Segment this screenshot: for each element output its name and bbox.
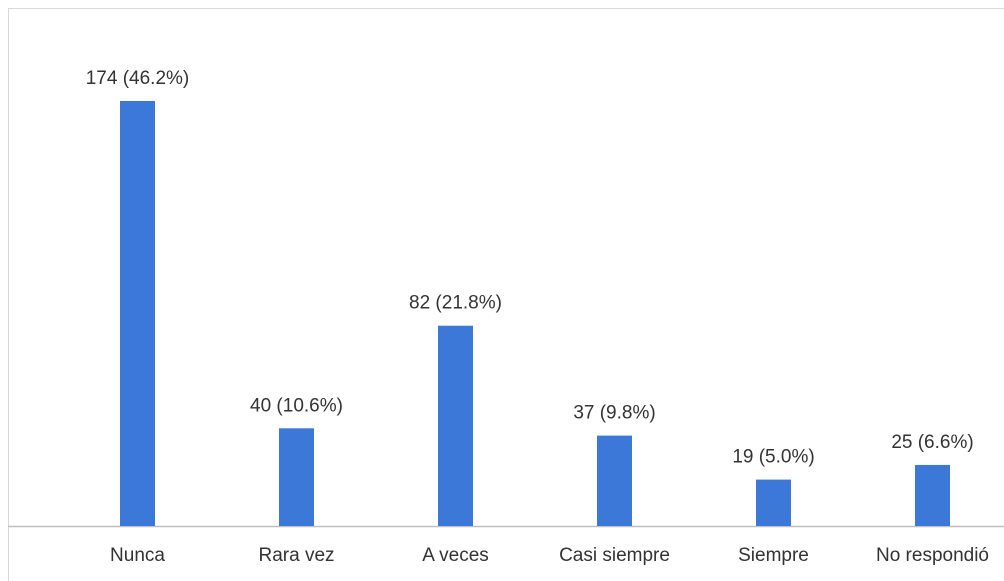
bar	[120, 101, 155, 526]
bar	[438, 325, 473, 526]
bar	[279, 428, 314, 526]
value-label: 40 (10.6%)	[250, 395, 343, 416]
bar	[756, 479, 791, 526]
value-label: 25 (6.6%)	[891, 432, 973, 453]
value-label: 82 (21.8%)	[409, 293, 502, 314]
value-label: 37 (9.8%)	[573, 403, 655, 424]
x-tick-label: Siempre	[738, 545, 809, 566]
x-tick-label: No respondió	[876, 545, 989, 566]
x-tick-label: A veces	[422, 545, 489, 566]
chart-frame	[8, 8, 1004, 581]
bar	[915, 464, 950, 526]
bar	[597, 435, 632, 526]
value-label: 19 (5.0%)	[732, 447, 814, 468]
value-label: 174 (46.2%)	[86, 68, 190, 89]
x-tick-label: Casi siempre	[559, 545, 670, 566]
x-tick-label: Nunca	[110, 545, 165, 566]
x-tick-label: Rara vez	[258, 545, 334, 566]
